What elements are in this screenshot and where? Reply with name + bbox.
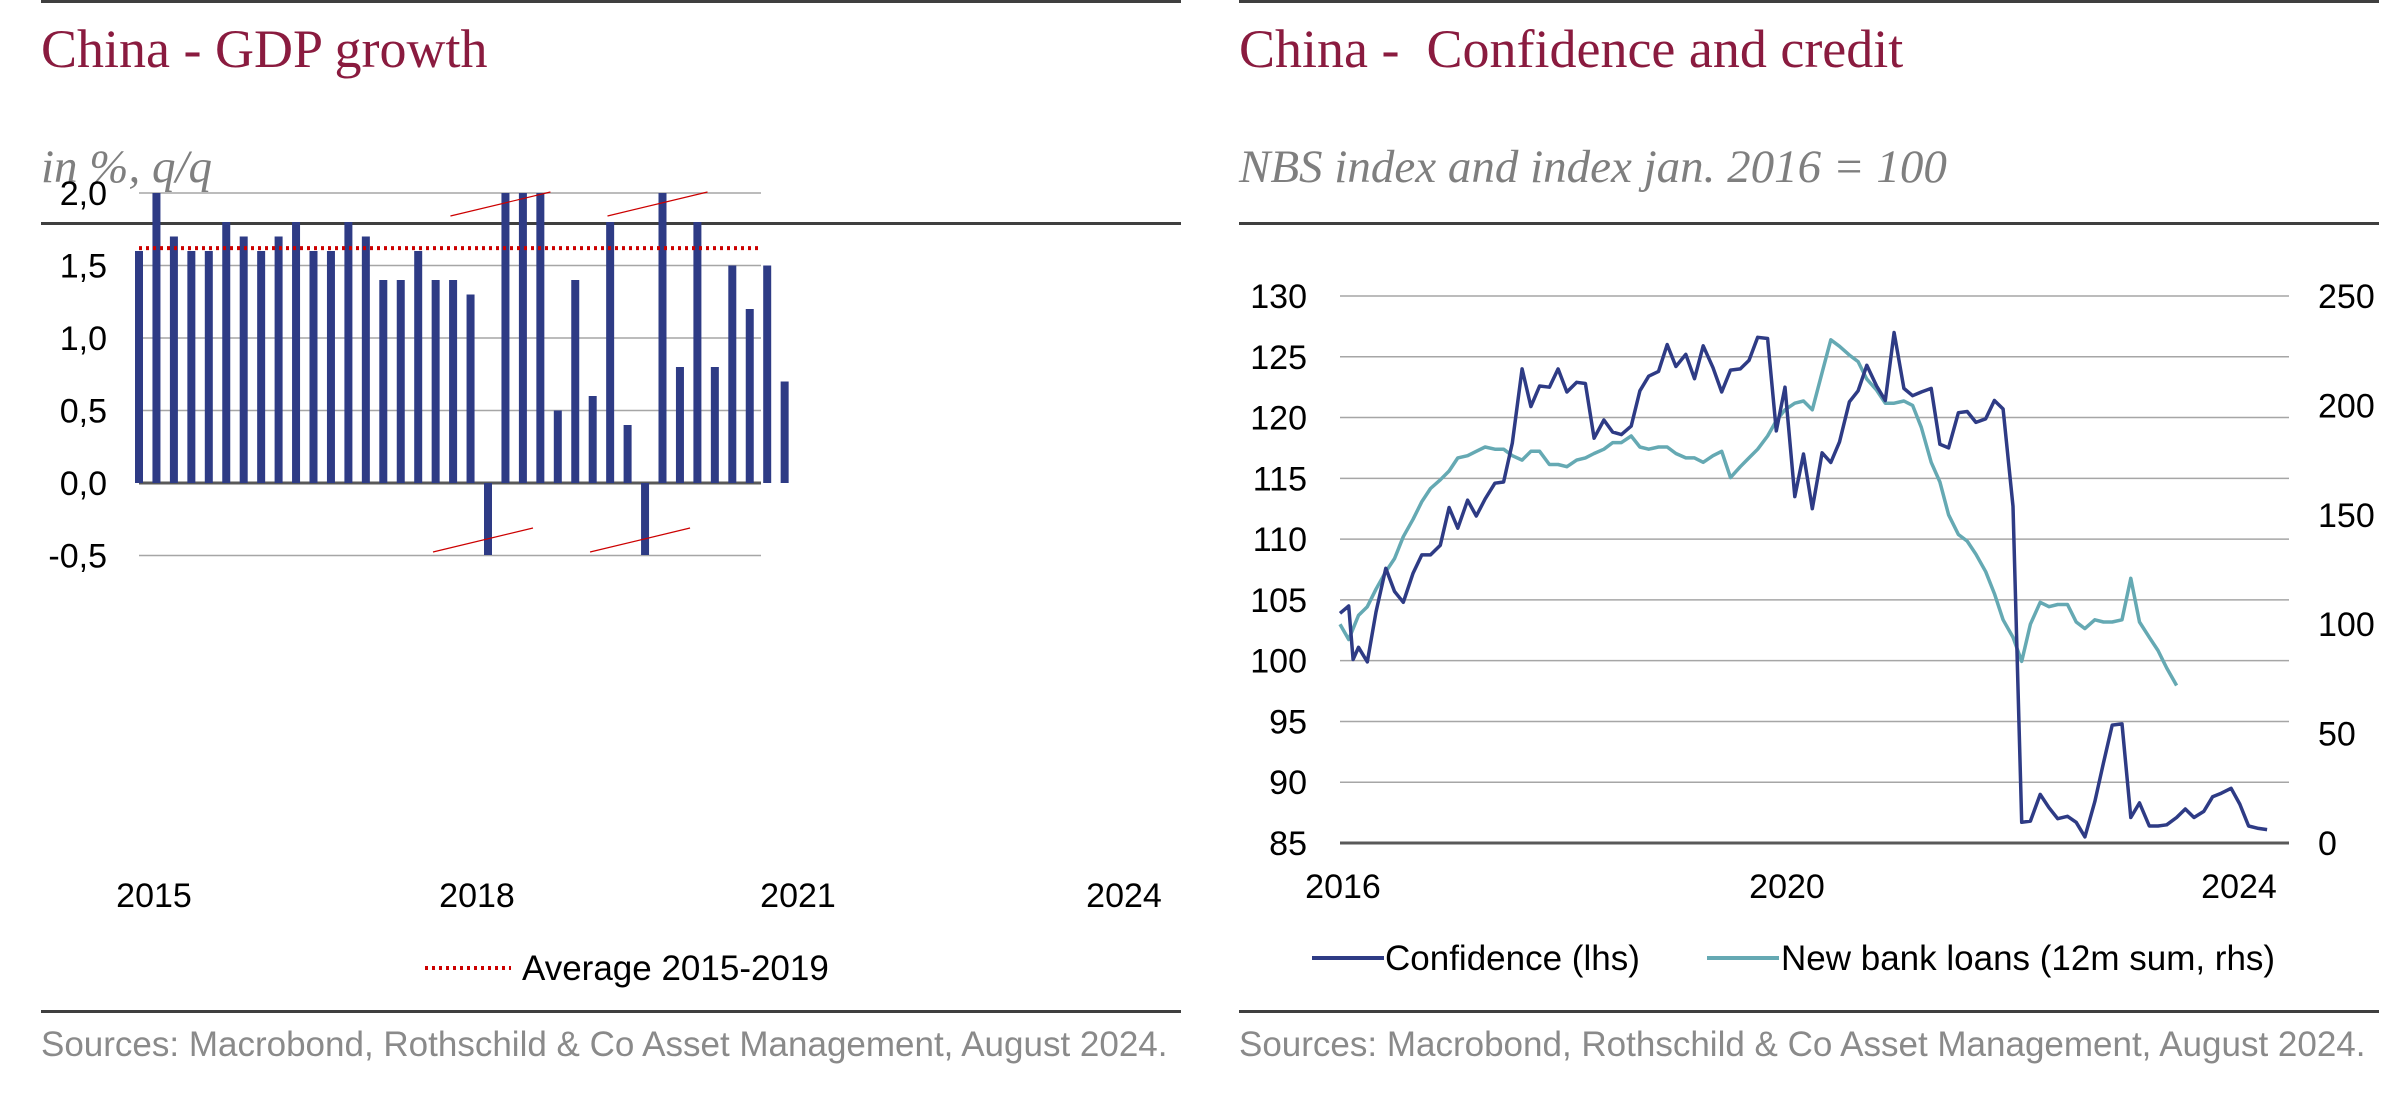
- y-tick-label: -0,5: [48, 538, 107, 576]
- legend-loans-label: New bank loans (12m sum, rhs): [1781, 939, 2275, 978]
- gdp-bar: [466, 294, 475, 483]
- y-left-tick-label: 105: [1250, 582, 1307, 620]
- gdp-bar: [623, 425, 632, 483]
- gdp-bar: [780, 381, 789, 483]
- loans-line: [1338, 338, 2179, 687]
- y-right-tick-label: 100: [2318, 606, 2375, 644]
- y-tick-label: 1,5: [60, 248, 107, 286]
- y-tick-label: 0,0: [60, 465, 107, 503]
- source-note: Sources: Macrobond, Rothschild & Co Asse…: [41, 1025, 1168, 1064]
- x-tick-label: 2021: [760, 877, 836, 915]
- y-left-tick-label: 95: [1269, 703, 1307, 741]
- y-tick-label: 1,0: [60, 320, 107, 358]
- chart-subtitle: in %, q/q: [41, 141, 213, 193]
- gdp-bar: [326, 251, 335, 483]
- gdp-growth-panel: China - GDP growth in %, q/q 2,0 1,5 1,0 0,…: [41, 0, 1181, 1114]
- gdp-bar: [658, 193, 667, 483]
- y-tick-label: 2,0: [60, 175, 107, 213]
- gdp-bar: [257, 251, 266, 483]
- gdp-bar: [222, 222, 231, 483]
- confidence-line-chart: 130 125 120 115 110 105 100 95 90 85 250 200 150 100 5…: [1250, 278, 2375, 978]
- gdp-bar: [606, 222, 615, 483]
- gdp-bar: [135, 251, 143, 483]
- gdp-bar: [274, 236, 283, 483]
- gdp-bar: [204, 251, 213, 483]
- axis-break-marker: [589, 527, 691, 553]
- footer-rule: [1239, 1010, 2379, 1013]
- y-left-tick-label: 130: [1250, 278, 1307, 316]
- gdp-bar: [309, 251, 318, 483]
- gdp-bar: [536, 193, 545, 483]
- source-note: Sources: Macrobond, Rothschild & Co Asse…: [1239, 1025, 2366, 1064]
- gdp-bar: [571, 280, 580, 483]
- legend-average-label: Average 2015-2019: [522, 949, 829, 988]
- y-tick-label: 0,5: [60, 393, 107, 431]
- gdp-bar: [693, 222, 702, 483]
- chart-subtitle: NBS index and index jan. 2016 = 100: [1239, 141, 1947, 193]
- gdp-bar: [344, 222, 353, 483]
- x-tick-label: 2018: [439, 877, 515, 915]
- gdp-bar: [745, 309, 754, 483]
- chart-title: China - Confidence and credit: [1239, 19, 1904, 79]
- gdp-bar: [641, 483, 650, 555]
- top-rule: [41, 0, 1181, 3]
- footer-rule: [41, 1010, 1181, 1013]
- gdp-bar: [518, 193, 527, 483]
- gdp-bar: [152, 193, 161, 483]
- x-tick-label: 2024: [2201, 868, 2277, 906]
- gdp-bar-chart: 2,0 1,5 1,0 0,5 0,0 -0,5 2015 2018 2021 2024 Avera…: [48, 175, 1162, 988]
- gdp-bar: [710, 367, 719, 483]
- gdp-bar: [675, 367, 684, 483]
- axis-break-marker: [450, 191, 551, 217]
- confidence-credit-panel: China - Confidence and credit NBS index …: [1239, 0, 2379, 1114]
- axis-break-marker: [607, 191, 708, 217]
- gdp-bar: [361, 236, 370, 483]
- gdp-bar: [239, 236, 248, 483]
- gdp-bar: [588, 396, 597, 483]
- confidence-line: [1338, 330, 2268, 839]
- legend-confidence-label: Confidence (lhs): [1385, 939, 1640, 978]
- gdp-bar: [553, 410, 562, 483]
- gdp-bar: [449, 280, 458, 483]
- y-right-tick-label: 250: [2318, 278, 2375, 316]
- gdp-bar: [728, 265, 737, 483]
- chart-title: China - GDP growth: [41, 19, 488, 79]
- y-left-tick-label: 125: [1250, 339, 1307, 377]
- y-left-tick-label: 115: [1253, 460, 1307, 498]
- x-tick-label: 2015: [116, 877, 192, 915]
- gdp-bar: [484, 483, 492, 555]
- x-tick-label: 2020: [1749, 868, 1825, 906]
- gdp-bar: [379, 280, 388, 483]
- y-right-tick-label: 150: [2318, 497, 2375, 535]
- gdp-bar: [431, 280, 440, 483]
- gdp-bar: [187, 251, 196, 483]
- y-left-tick-label: 110: [1253, 521, 1307, 559]
- x-tick-label: 2016: [1305, 868, 1381, 906]
- y-right-tick-label: 200: [2318, 387, 2375, 425]
- gdp-bar: [396, 280, 405, 483]
- gdp-bar: [169, 236, 178, 483]
- y-right-tick-label: 50: [2318, 716, 2356, 754]
- top-rule: [1239, 0, 2379, 3]
- gdp-bar: [292, 222, 301, 483]
- gdp-bar: [763, 265, 772, 483]
- x-tick-label: 2024: [1086, 877, 1162, 915]
- y-left-tick-label: 85: [1269, 825, 1307, 863]
- axis-break-marker: [432, 527, 534, 553]
- y-right-tick-label: 0: [2318, 825, 2337, 863]
- y-left-tick-label: 120: [1250, 400, 1307, 438]
- header-rule: [1239, 222, 2379, 225]
- y-left-tick-label: 100: [1250, 643, 1307, 681]
- gdp-bar: [501, 193, 510, 483]
- gdp-bar: [414, 251, 423, 483]
- y-left-tick-label: 90: [1269, 764, 1307, 802]
